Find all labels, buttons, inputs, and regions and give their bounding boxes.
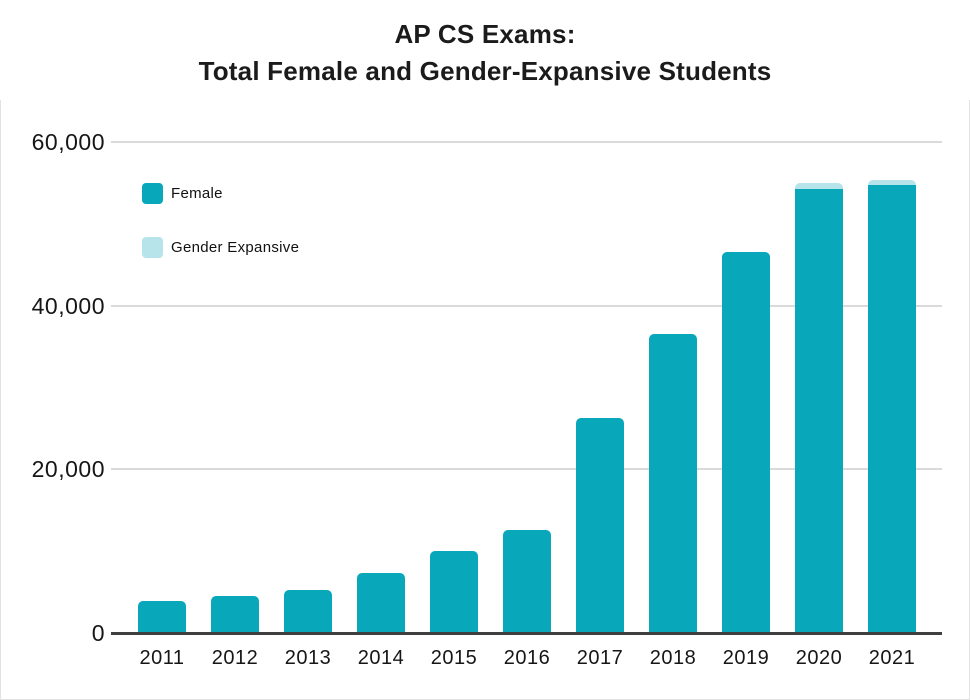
chart-title-line-1: AP CS Exams: [394, 19, 576, 49]
y-axis-tick-label: 0 [91, 620, 105, 646]
bar-2012-female [211, 596, 259, 633]
legend-swatch-female-icon [142, 183, 163, 204]
x-axis-label-2017: 2017 [576, 647, 624, 669]
bar-2019-female [722, 252, 770, 633]
legend-item-female: Female [142, 183, 223, 204]
plot-area: Female Gender Expansive 0 20,000 40,000 60,… [1, 100, 969, 699]
chart-title-line-2: Total Female and Gender-Expansive Studen… [198, 56, 772, 86]
x-axis-label-2020: 2020 [795, 647, 843, 669]
y-axis-tick-label: 40,000 [31, 292, 105, 319]
gridline-20000 [111, 468, 942, 471]
x-axis-label-2018: 2018 [649, 647, 697, 669]
bar-2013-female [284, 590, 332, 633]
bar-2016-female [503, 529, 551, 633]
gridline-60000 [111, 141, 942, 143]
bar-2011-female [138, 601, 186, 633]
bar-2020-gender-expansive [795, 182, 843, 189]
x-axis-line [111, 632, 942, 635]
bar-2021-female [868, 185, 916, 633]
x-axis-label-2021: 2021 [868, 647, 916, 669]
x-axis-label-2014: 2014 [357, 647, 405, 669]
legend-swatch-gender-expansive-icon [142, 237, 163, 258]
bar-2014-female [357, 573, 405, 633]
legend-label-female: Female [171, 185, 223, 202]
x-axis-label-2013: 2013 [284, 647, 332, 669]
x-axis-label-2011: 2011 [139, 647, 185, 669]
gridline-40000 [111, 304, 942, 307]
chart-title: AP CS Exams: Total Female and Gender-Exp… [0, 16, 970, 90]
legend-label-gender-expansive: Gender Expansive [171, 239, 300, 256]
x-axis-label-2015: 2015 [430, 647, 478, 669]
chart-frame: Female Gender Expansive 0 20,000 40,000 60,… [0, 100, 970, 700]
y-axis-tick-label: 60,000 [31, 129, 105, 155]
bar-2020-female [795, 188, 843, 633]
bar-2017-female [576, 417, 624, 633]
y-axis-tick-label: 20,000 [31, 456, 105, 483]
bar-2015-female [430, 551, 478, 633]
bar-2021-gender-expansive [868, 180, 916, 186]
legend-item-gender-expansive: Gender Expansive [142, 237, 299, 258]
x-axis-label-2019: 2019 [722, 647, 770, 669]
x-axis-label-2016: 2016 [503, 647, 551, 669]
bar-2018-female [649, 334, 697, 633]
x-axis-label-2012: 2012 [211, 647, 259, 669]
